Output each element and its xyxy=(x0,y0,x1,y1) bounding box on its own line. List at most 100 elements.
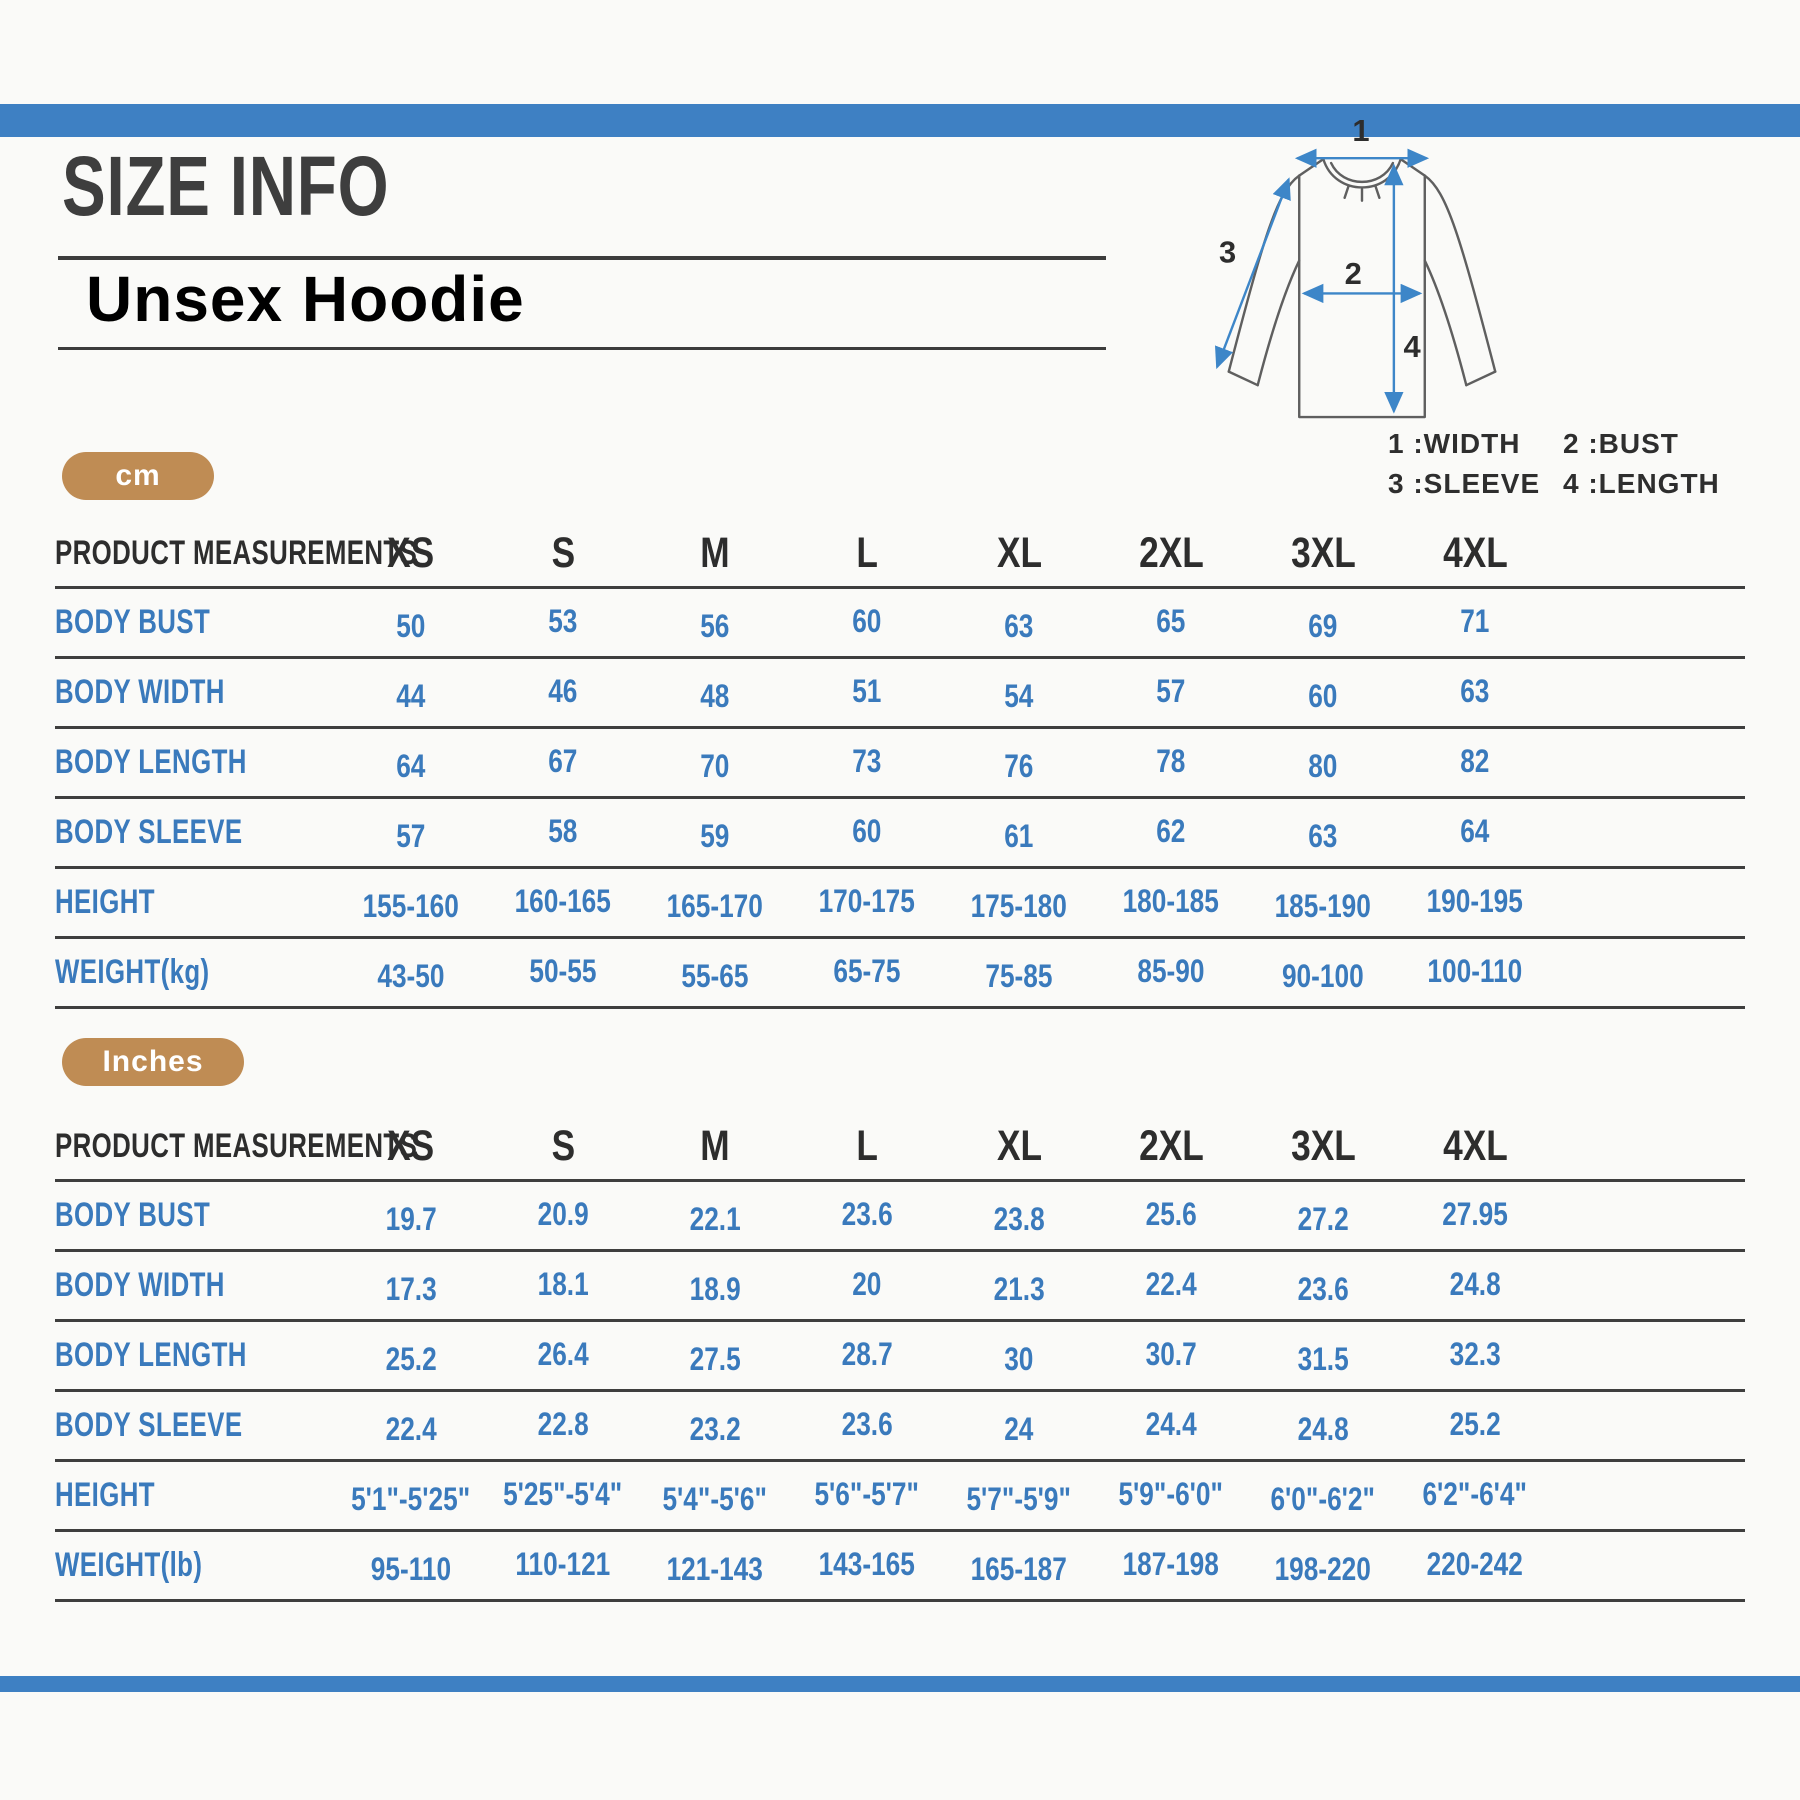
value: 22.4 xyxy=(385,1411,437,1447)
value: 61 xyxy=(1004,818,1034,854)
value-cell: 24.8 xyxy=(1247,1407,1399,1447)
value: 78 xyxy=(1156,743,1186,779)
value-cell: 18.1 xyxy=(487,1266,639,1304)
value-cell: 21.3 xyxy=(943,1267,1095,1307)
unit-badge-cm: cm xyxy=(62,452,214,500)
value: 57 xyxy=(1156,673,1186,709)
value-cell: 32.3 xyxy=(1399,1336,1551,1374)
value: 110-121 xyxy=(515,1546,611,1582)
top-accent-bar xyxy=(0,104,1800,137)
value-cell: 44 xyxy=(335,674,487,714)
row-label: BODY LENGTH xyxy=(55,1336,247,1374)
size-label: 2XL xyxy=(1138,1121,1204,1170)
row-label-cell: BODY BUST xyxy=(55,603,335,642)
value-cell: 69 xyxy=(1247,604,1399,644)
value-cell: 78 xyxy=(1095,743,1247,781)
size-column-header: 3XL xyxy=(1247,529,1399,578)
mark-sleeve: 3 xyxy=(1219,235,1236,270)
value: 5'1"-5'25" xyxy=(351,1481,471,1517)
value: 46 xyxy=(548,673,578,709)
value: 27.2 xyxy=(1297,1201,1349,1237)
size-label: L xyxy=(856,528,878,577)
value: 17.3 xyxy=(385,1271,437,1307)
row-label: WEIGHT(lb) xyxy=(55,1546,203,1584)
table-row: BODY SLEEVE 57 58 59 60 61 62 63 64 xyxy=(55,799,1745,869)
value-cell: 6'2"-6'4" xyxy=(1399,1476,1551,1514)
value-cell: 46 xyxy=(487,673,639,711)
value: 63 xyxy=(1004,608,1034,644)
table-row: BODY LENGTH 64 67 70 73 76 78 80 82 xyxy=(55,729,1745,799)
value: 30.7 xyxy=(1145,1336,1197,1372)
value: 23.6 xyxy=(841,1196,893,1232)
size-column-header: S xyxy=(487,529,639,578)
value: 55-65 xyxy=(681,958,749,994)
table-row: BODY WIDTH 17.3 18.1 18.9 20 21.3 22.4 23.6 24.8 xyxy=(55,1252,1745,1322)
value: 51 xyxy=(852,673,882,709)
value-cell: 22.4 xyxy=(1095,1266,1247,1304)
value: 50-55 xyxy=(529,953,597,989)
value: 165-187 xyxy=(970,1551,1068,1587)
value-cell: 57 xyxy=(335,814,487,854)
size-column-header: XS xyxy=(335,1122,487,1171)
measure-arrows xyxy=(1215,148,1430,414)
value-cell: 175-180 xyxy=(943,884,1095,924)
value: 100-110 xyxy=(1427,953,1523,989)
size-column-header: XS xyxy=(335,529,487,578)
mark-length: 4 xyxy=(1404,329,1422,364)
value: 71 xyxy=(1460,603,1490,639)
value: 24 xyxy=(1004,1411,1034,1447)
cm-size-table: PRODUCT MEASUREMENTS XS S M L XL 2XL 3XL 4XL BODY… xyxy=(55,520,1745,1009)
table-row: BODY LENGTH 25.2 26.4 27.5 28.7 30 30.7 31.5 32.… xyxy=(55,1322,1745,1392)
size-column-header: XL xyxy=(943,1122,1095,1171)
size-label: XS xyxy=(387,528,435,577)
value-cell: 61 xyxy=(943,814,1095,854)
value-cell: 5'9"-6'0" xyxy=(1095,1476,1247,1514)
table-row: WEIGHT(lb) 95-110 110-121 121-143 143-165 165… xyxy=(55,1532,1745,1602)
value-cell: 80 xyxy=(1247,744,1399,784)
value-cell: 63 xyxy=(1247,814,1399,854)
value-cell: 23.6 xyxy=(1247,1267,1399,1307)
table-header-row: PRODUCT MEASUREMENTS XS S M L XL 2XL 3XL 4XL xyxy=(55,1113,1745,1182)
value-cell: 57 xyxy=(1095,673,1247,711)
value-cell: 19.7 xyxy=(335,1197,487,1237)
value-cell: 5'4"-5'6" xyxy=(639,1477,791,1517)
value-cell: 73 xyxy=(791,743,943,781)
value: 22.4 xyxy=(1145,1266,1197,1302)
value: 6'2"-6'4" xyxy=(1422,1476,1528,1512)
size-label: S xyxy=(551,528,575,577)
value: 155-160 xyxy=(362,888,460,924)
size-label: M xyxy=(700,1121,730,1170)
size-column-header: M xyxy=(639,1122,791,1171)
value-cell: 18.9 xyxy=(639,1267,791,1307)
value: 76 xyxy=(1004,748,1034,784)
legend-item-width: 1 :WIDTH xyxy=(1388,428,1521,459)
value-cell: 63 xyxy=(943,604,1095,644)
value-cell: 6'0"-6'2" xyxy=(1247,1477,1399,1517)
value: 56 xyxy=(700,608,730,644)
value: 63 xyxy=(1308,818,1338,854)
row-label-cell: BODY BUST xyxy=(55,1196,335,1235)
value: 82 xyxy=(1460,743,1490,779)
value: 23.2 xyxy=(689,1411,741,1447)
value: 31.5 xyxy=(1297,1341,1349,1377)
value: 25.2 xyxy=(385,1341,437,1377)
value-cell: 22.8 xyxy=(487,1406,639,1444)
value: 63 xyxy=(1460,673,1490,709)
size-column-header: S xyxy=(487,1122,639,1171)
measure-numbers: 1 2 3 4 xyxy=(1219,113,1421,364)
value: 5'9"-6'0" xyxy=(1118,1476,1224,1512)
table-row: BODY BUST 19.7 20.9 22.1 23.6 23.8 25.6 27.2 27.… xyxy=(55,1182,1745,1252)
value-cell: 23.6 xyxy=(791,1196,943,1234)
row-label-cell: BODY SLEEVE xyxy=(55,1406,335,1445)
value-cell: 23.6 xyxy=(791,1406,943,1444)
value: 22.8 xyxy=(537,1406,589,1442)
value: 18.9 xyxy=(689,1271,741,1307)
value-cell: 25.2 xyxy=(1399,1406,1551,1444)
value: 26.4 xyxy=(537,1336,589,1372)
value-cell: 48 xyxy=(639,674,791,714)
hoodie-outline xyxy=(1227,157,1497,419)
value-cell: 27.95 xyxy=(1399,1196,1551,1234)
table-row: BODY WIDTH 44 46 48 51 54 57 60 63 xyxy=(55,659,1745,729)
value-cell: 50 xyxy=(335,604,487,644)
value-cell: 198-220 xyxy=(1247,1547,1399,1587)
